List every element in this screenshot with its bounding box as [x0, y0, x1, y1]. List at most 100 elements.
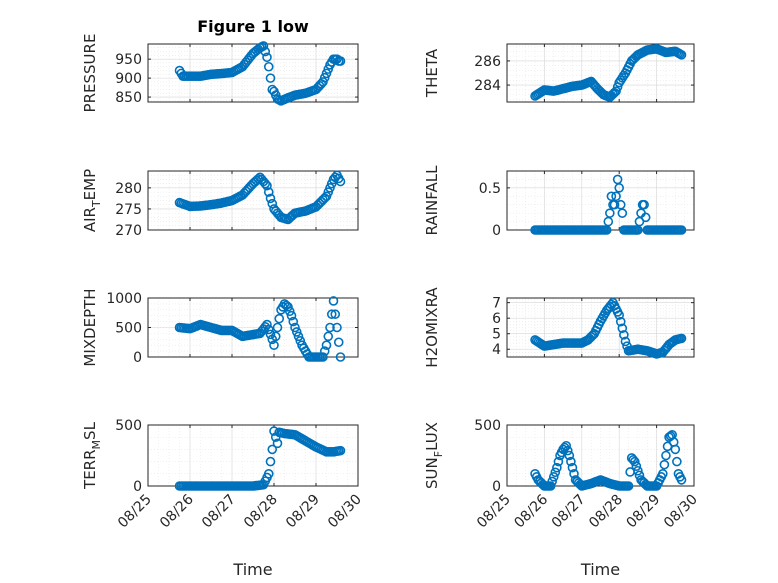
y-tick-label: 1000	[106, 291, 142, 307]
data-point	[550, 467, 561, 478]
data-point	[659, 459, 670, 470]
chart-title: Figure 1 low	[197, 17, 309, 36]
data-point	[335, 445, 346, 456]
data-point	[291, 327, 302, 337]
y-tick-label: 900	[115, 71, 142, 87]
x-tick-label: 08/26	[157, 491, 197, 531]
y-axis-label: RAINFALL	[423, 165, 441, 236]
data-point	[290, 322, 300, 333]
data-point	[258, 41, 269, 51]
data-point	[662, 441, 673, 452]
data-point	[564, 450, 575, 461]
series-points	[530, 174, 687, 235]
x-tick-label: 08/26	[511, 491, 551, 531]
data-point	[333, 337, 344, 348]
data-point	[611, 191, 621, 202]
data-point	[548, 472, 559, 482]
data-point	[547, 476, 557, 487]
x-tick-label: 08/28	[241, 492, 281, 532]
series-points	[174, 426, 346, 491]
data-point	[605, 208, 615, 218]
data-point	[633, 465, 643, 476]
data-point	[263, 324, 274, 335]
series-points	[174, 296, 346, 362]
data-point	[617, 208, 628, 218]
panel-4: 0 0.5 RAINFALL	[423, 165, 695, 239]
series-points	[174, 170, 346, 225]
data-point	[562, 445, 573, 456]
x-tick-label: 08/29	[283, 492, 323, 532]
y-axis-label: H2OMIXRA	[423, 287, 441, 368]
axes-frame	[147, 43, 359, 103]
data-point	[260, 178, 271, 189]
data-point	[321, 68, 332, 79]
data-point	[267, 444, 278, 455]
x-tick-label: 08/28	[586, 492, 626, 532]
data-point	[265, 73, 276, 83]
y-tick-label: 7	[492, 296, 501, 312]
panel-3: 270 275 280 AIRTEMP	[81, 169, 359, 239]
data-point	[676, 225, 687, 235]
data-point	[293, 331, 304, 342]
data-point	[586, 332, 596, 342]
y-tick-label: 0	[133, 350, 142, 366]
data-point	[639, 199, 649, 210]
y-tick-label: 0.5	[479, 181, 501, 197]
data-point	[263, 468, 274, 479]
panel-5: 0 500 1000 MIXDEPTH	[81, 288, 359, 367]
y-axis-label: SUNFLUX	[423, 422, 445, 489]
data-point	[265, 329, 276, 340]
axes-frame	[506, 424, 695, 487]
data-point	[323, 331, 334, 342]
data-point	[614, 183, 625, 193]
data-point	[295, 335, 306, 346]
y-tick-label: 500	[115, 418, 142, 434]
y-tick-label: 284	[474, 78, 501, 94]
data-point	[318, 77, 328, 87]
y-tick-label: 950	[115, 52, 142, 68]
data-point	[318, 352, 328, 362]
data-point	[325, 322, 335, 333]
x-axis-label: Time	[580, 560, 620, 579]
data-point	[269, 340, 279, 351]
data-point	[319, 72, 330, 83]
data-point	[631, 461, 642, 471]
axes-box	[506, 170, 695, 231]
data-point	[567, 462, 578, 473]
y-axis-label: PRESSURE	[81, 34, 99, 113]
data-point	[319, 346, 330, 356]
y-tick-label: 275	[115, 202, 142, 218]
y-axis-label: AIRTEMP	[81, 169, 103, 232]
data-point	[672, 456, 682, 467]
data-point	[321, 340, 332, 351]
data-point	[330, 309, 341, 320]
data-point	[270, 331, 281, 342]
data-point	[283, 302, 293, 312]
data-point	[623, 481, 634, 491]
y-tick-label: 6	[492, 311, 501, 327]
data-point	[670, 444, 681, 455]
panel-2: 284 286 THETA	[423, 43, 695, 103]
data-point	[617, 323, 628, 334]
y-tick-label: 0	[492, 223, 501, 239]
data-point	[262, 52, 272, 63]
y-tick-label: 5	[492, 327, 501, 343]
x-tick-label: 08/29	[624, 492, 664, 532]
data-point	[566, 456, 576, 467]
x-tick-label: 08/25	[474, 492, 514, 532]
data-point	[263, 187, 274, 197]
data-point	[274, 313, 285, 324]
y-tick-label: 500	[474, 418, 501, 434]
series-points	[530, 429, 687, 491]
series-points	[174, 41, 346, 106]
data-point	[676, 475, 687, 485]
data-point	[265, 456, 276, 467]
x-tick-label: 08/30	[325, 492, 365, 532]
data-point	[272, 322, 283, 333]
data-point	[629, 456, 640, 467]
data-point	[676, 333, 687, 344]
y-tick-label: 850	[115, 90, 142, 106]
data-point	[561, 440, 572, 451]
